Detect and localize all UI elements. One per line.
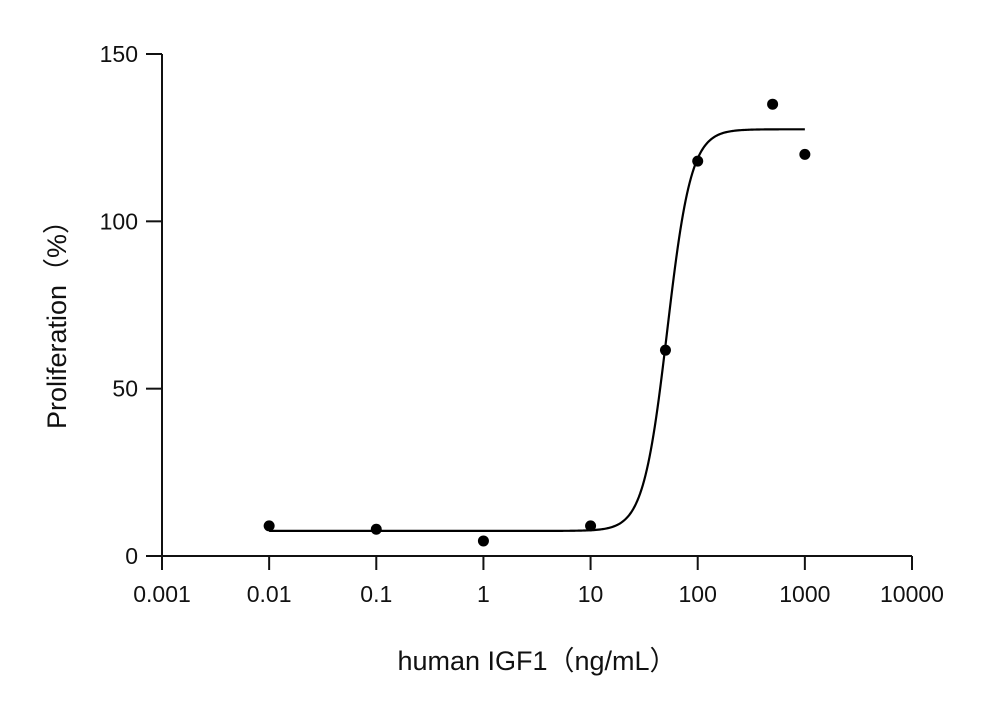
- data-point: [767, 98, 779, 110]
- data-point: [692, 155, 704, 167]
- y-tick-label: 150: [100, 41, 138, 67]
- x-tick-label: 10: [578, 581, 604, 607]
- y-tick-label: 50: [112, 376, 138, 402]
- x-tick-label: 0.01: [247, 581, 292, 607]
- data-point: [477, 535, 489, 547]
- y-ticks: 0 50 100 150: [100, 41, 162, 569]
- data-point: [585, 520, 597, 532]
- y-axis-title: Proliferation（%）: [42, 207, 72, 429]
- x-ticks: 0.001 0.01 0.1 1 10 100 1000 10000: [133, 556, 944, 607]
- x-axis-title: human IGF1（ng/mL）: [397, 646, 676, 676]
- data-points: [263, 98, 811, 547]
- data-point: [799, 148, 811, 160]
- y-tick-label: 100: [100, 208, 138, 234]
- x-tick-label: 10000: [880, 581, 944, 607]
- x-tick-label: 1: [477, 581, 490, 607]
- x-tick-label: 0.1: [360, 581, 392, 607]
- axes: 0 50 100 150 0.001 0.01 0.1 1 10 100 1000 10000: [100, 41, 944, 607]
- x-tick-label: 1000: [779, 581, 830, 607]
- x-tick-label: 0.001: [133, 581, 191, 607]
- fit-curve: [269, 128, 805, 532]
- data-point: [370, 523, 382, 535]
- data-point: [263, 520, 275, 532]
- y-tick-label: 0: [125, 543, 138, 569]
- data-point: [659, 344, 671, 356]
- x-tick-label: 100: [679, 581, 717, 607]
